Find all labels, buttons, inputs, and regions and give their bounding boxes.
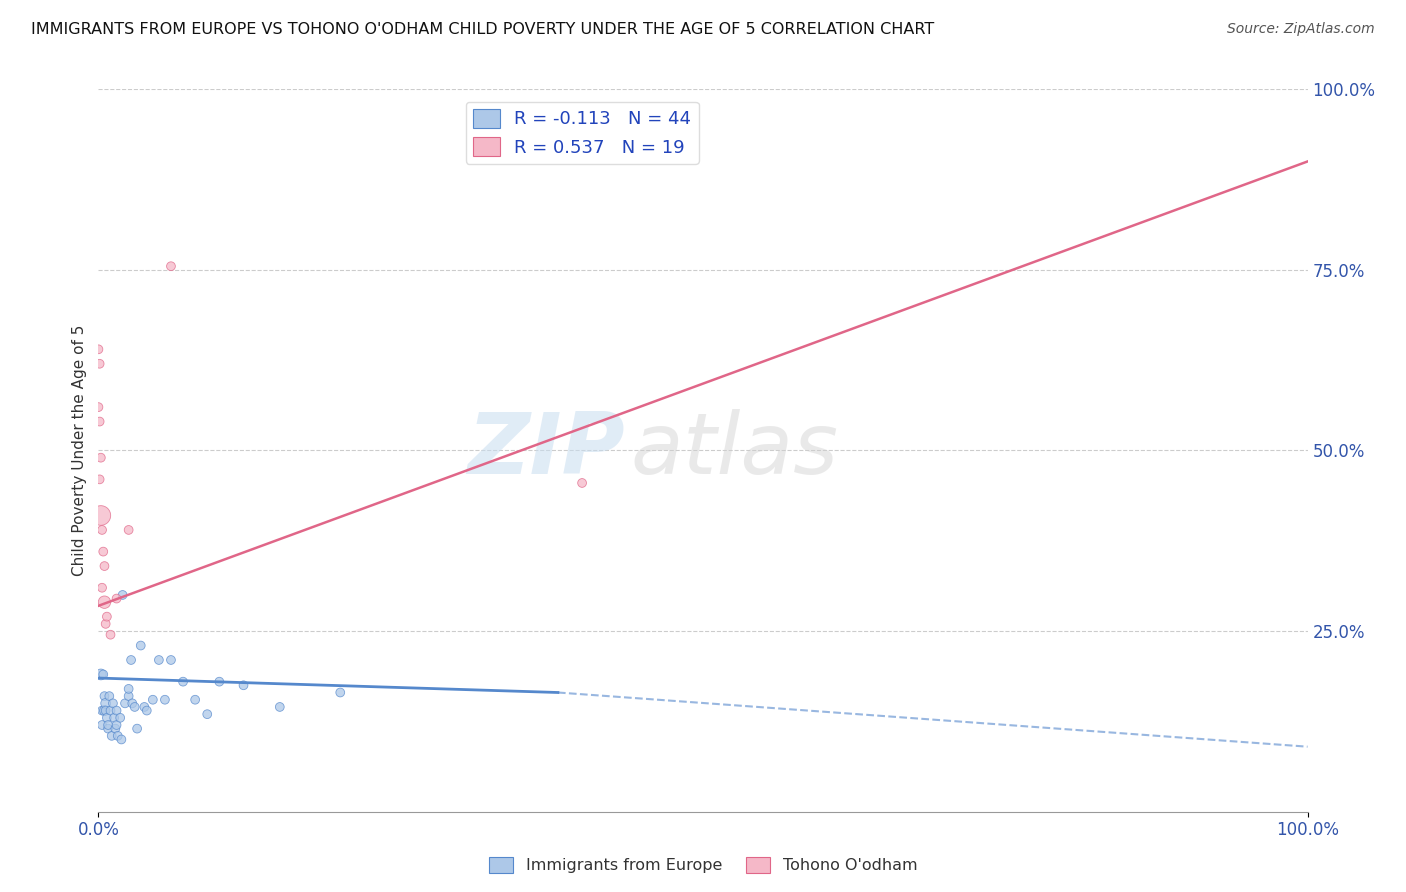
Point <box>98 689 121 703</box>
Point <box>108 711 131 725</box>
Point <box>91 544 114 558</box>
Point <box>91 581 114 595</box>
Point <box>160 259 183 273</box>
Point <box>94 704 117 718</box>
Point <box>118 681 141 696</box>
Point <box>100 704 122 718</box>
Point <box>208 674 231 689</box>
Point <box>90 508 112 523</box>
Point <box>571 475 593 490</box>
Point <box>142 692 165 706</box>
Point <box>97 718 120 732</box>
Point <box>129 639 152 653</box>
Point <box>90 667 112 681</box>
Point <box>89 415 111 429</box>
Point <box>89 357 111 371</box>
Point <box>97 722 120 736</box>
Point <box>118 689 141 703</box>
Point <box>93 689 115 703</box>
Legend: Immigrants from Europe, Tohono O'odham: Immigrants from Europe, Tohono O'odham <box>482 850 924 880</box>
Point <box>93 559 115 574</box>
Point <box>96 711 118 725</box>
Point <box>93 704 115 718</box>
Point <box>153 692 176 706</box>
Point <box>121 696 143 710</box>
Text: IMMIGRANTS FROM EUROPE VS TOHONO O'ODHAM CHILD POVERTY UNDER THE AGE OF 5 CORREL: IMMIGRANTS FROM EUROPE VS TOHONO O'ODHAM… <box>31 22 934 37</box>
Point <box>105 591 128 606</box>
Point <box>107 729 129 743</box>
Point <box>111 588 134 602</box>
Point <box>114 696 136 710</box>
Text: ZIP: ZIP <box>467 409 624 492</box>
Point <box>329 685 352 699</box>
Point <box>127 722 149 736</box>
Point <box>135 704 157 718</box>
Point <box>120 653 142 667</box>
Point <box>110 732 132 747</box>
Point <box>87 343 110 357</box>
Y-axis label: Child Poverty Under the Age of 5: Child Poverty Under the Age of 5 <box>72 325 87 576</box>
Point <box>232 678 254 692</box>
Point <box>134 700 156 714</box>
Point <box>90 450 112 465</box>
Point <box>184 692 207 706</box>
Point <box>89 472 111 486</box>
Point <box>269 700 291 714</box>
Point <box>100 628 122 642</box>
Point <box>105 718 128 732</box>
Point <box>195 707 218 722</box>
Point <box>100 729 122 743</box>
Point <box>160 653 183 667</box>
Point <box>124 700 146 714</box>
Point <box>91 523 114 537</box>
Point <box>118 523 141 537</box>
Point <box>148 653 170 667</box>
Point <box>101 696 124 710</box>
Point <box>87 400 110 414</box>
Point <box>104 722 127 736</box>
Point <box>91 704 114 718</box>
Point <box>105 704 128 718</box>
Point <box>91 667 114 681</box>
Text: Source: ZipAtlas.com: Source: ZipAtlas.com <box>1227 22 1375 37</box>
Text: atlas: atlas <box>630 409 838 492</box>
Legend: R = -0.113   N = 44, R = 0.537   N = 19: R = -0.113 N = 44, R = 0.537 N = 19 <box>465 102 699 164</box>
Point <box>91 718 114 732</box>
Point <box>93 595 115 609</box>
Point <box>96 609 118 624</box>
Point <box>103 711 125 725</box>
Point <box>94 696 117 710</box>
Point <box>94 616 117 631</box>
Point <box>172 674 194 689</box>
